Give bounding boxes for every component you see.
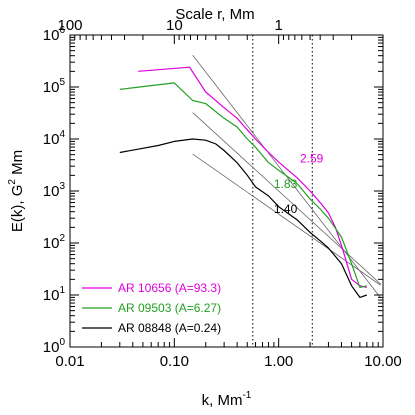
- x-tick-label: 10.00: [364, 353, 402, 370]
- top-tick-label: 1: [274, 17, 282, 34]
- x-axis-label: k, Mm-1: [202, 390, 252, 409]
- plot-frame: [69, 34, 384, 348]
- x-tick-label: 0.10: [160, 353, 189, 370]
- top-axis-ticks: 100 10 1: [57, 17, 353, 44]
- x-tick-label: 0.01: [55, 353, 84, 370]
- y-tick-label: 105: [43, 77, 66, 96]
- legend-label-2: AR 08848 (A=0.24): [118, 321, 221, 335]
- axes: 0.01 0.10 1.00 10.00 100 101 102 103 104 105 106: [43, 25, 402, 370]
- y-axis-label: E(k), G2 Mm: [7, 150, 26, 232]
- y-tick-label: 102: [43, 233, 66, 252]
- series-line-2: [119, 138, 367, 298]
- legend-label-0: AR 10656 (A=93.3): [118, 281, 221, 295]
- fit-line-2: [192, 153, 381, 286]
- fit-line-1: [192, 112, 381, 285]
- y-tick-label: 101: [43, 285, 66, 304]
- reference-lines: [252, 35, 313, 347]
- legend: AR 10656 (A=93.3) AR 09503 (A=6.27) AR 088…: [82, 281, 221, 335]
- top-tick-label: 10: [166, 17, 183, 34]
- x-tick-label: 1.00: [264, 353, 293, 370]
- y-tick-label: 103: [43, 181, 66, 200]
- fit-slope-label: 1.40: [274, 202, 298, 216]
- series-line-0: [138, 66, 367, 288]
- y-tick-label: 100: [43, 337, 66, 356]
- top-axis-title: Scale r, Mm: [175, 6, 254, 23]
- y-tick-label: 106: [43, 25, 66, 44]
- legend-label-1: AR 09503 (A=6.27): [118, 301, 221, 315]
- series-lines: [119, 66, 367, 298]
- fit-slope-label: 2.59: [300, 152, 324, 166]
- series-line-1: [119, 82, 367, 288]
- fit-slope-label: 1.83: [274, 177, 298, 191]
- top-tick-label: 100: [57, 17, 82, 34]
- y-tick-label: 104: [43, 129, 66, 148]
- y-axis-title: E(k), G2 Mm: [7, 150, 26, 232]
- x-axis-title: k, Mm-1: [202, 390, 252, 409]
